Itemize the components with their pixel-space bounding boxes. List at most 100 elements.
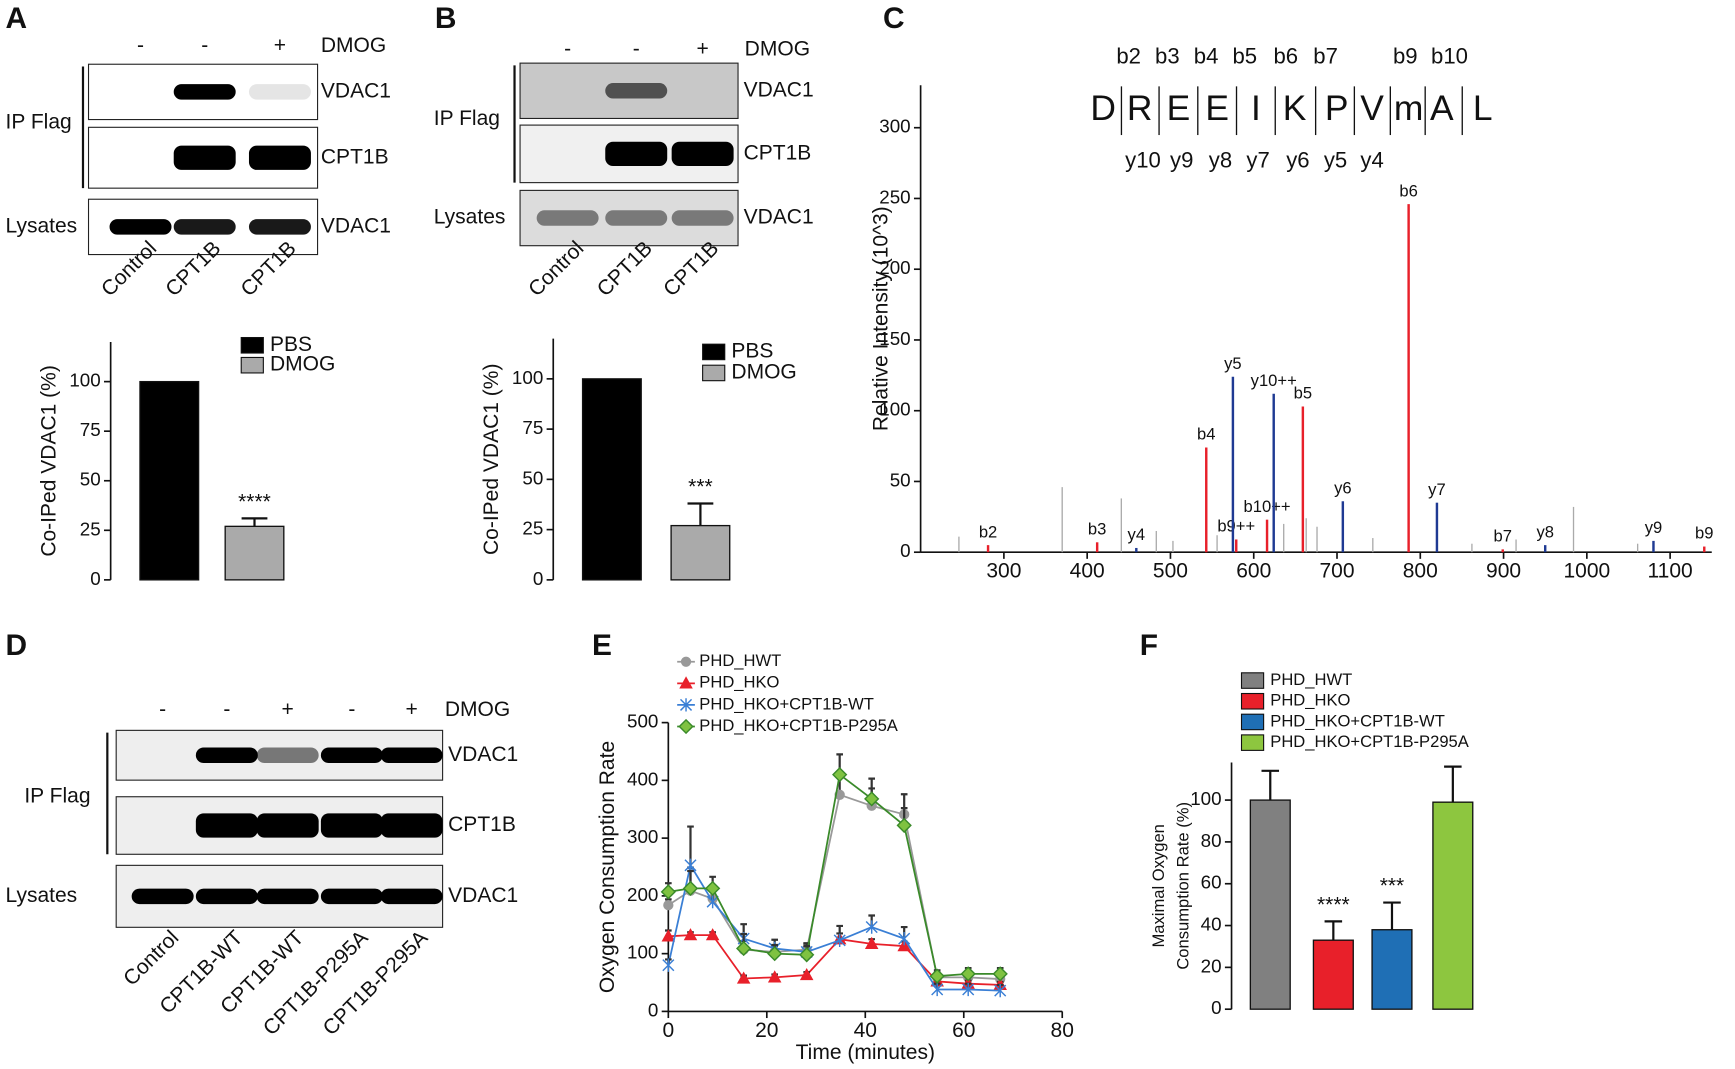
x-tick-label: 1100 (1648, 560, 1693, 583)
legend-marker (678, 718, 694, 735)
b-ion-label: b10 (1431, 43, 1468, 68)
x-tick-label: 800 (1403, 560, 1438, 583)
x-tick-label: 20 (755, 1019, 778, 1042)
marker (865, 920, 878, 934)
group-label: IP Flag (434, 107, 500, 130)
peak-label: b6 (1399, 181, 1417, 200)
marker (683, 928, 698, 941)
blot-row-label: VDAC1 (321, 79, 391, 102)
lysate-label: Lysates (434, 206, 506, 229)
legend-label: PHD_HWT (1270, 670, 1352, 689)
group-label: IP Flag (6, 110, 72, 133)
blot-row-label: VDAC1 (448, 884, 518, 907)
b-ion-label: b9 (1393, 43, 1418, 68)
error-bar (1261, 769, 1280, 801)
peak-label: b9 (1695, 524, 1713, 543)
b-ion-label: b7 (1313, 43, 1338, 68)
treatment-label: DMOG (445, 698, 510, 721)
treatment-label: DMOG (745, 37, 810, 60)
residue: L (1473, 88, 1493, 128)
marker (705, 928, 720, 941)
legend-label: PHD_HKO+CPT1B-P295A (699, 716, 898, 735)
legend-label: PBS (270, 333, 312, 356)
residue: D (1090, 88, 1116, 128)
blot-band (671, 141, 734, 167)
x-tick-label: 60 (952, 1019, 975, 1042)
legend-label: PBS (731, 339, 773, 362)
x-tick-label: 80 (1051, 1019, 1074, 1042)
legend-swatch (702, 364, 726, 382)
marker (767, 945, 783, 962)
residue: I (1251, 88, 1261, 128)
blot-band (256, 888, 319, 905)
blot-band (248, 84, 311, 100)
y-ion-label: y7 (1246, 147, 1269, 172)
y-tick-label: 0 (90, 568, 100, 589)
residue: m (1394, 88, 1423, 128)
treatment-sign: - (223, 698, 230, 721)
marker (704, 880, 721, 897)
lysate-label: Lysates (6, 214, 78, 237)
peak-label: b7 (1494, 527, 1512, 546)
b-ion-label: b4 (1194, 43, 1219, 68)
legend-swatch (702, 343, 726, 361)
y-ion-label: y5 (1324, 147, 1347, 172)
y-tick-label: 250 (879, 186, 910, 207)
treatment-sign: - (137, 34, 144, 57)
legend-label: PHD_HKO (1270, 691, 1350, 710)
legend-swatch (1240, 713, 1265, 731)
blot-band (380, 813, 443, 838)
legend-swatch (240, 356, 264, 374)
peak-label: y8 (1536, 522, 1554, 541)
blot-band (605, 141, 668, 167)
blot-band (320, 888, 383, 905)
y-tick-label: 400 (627, 768, 658, 789)
y-tick-label: 300 (879, 116, 910, 137)
blot-band (173, 84, 236, 100)
y-tick-label: 100 (627, 942, 658, 963)
blot-band (256, 747, 319, 763)
error-bar (687, 502, 714, 526)
error-bar (1383, 901, 1401, 930)
x-tick-label: 1000 (1563, 560, 1610, 583)
bar (1312, 939, 1354, 1010)
y-tick-label: 0 (648, 999, 658, 1020)
y-tick-label: 100 (1190, 788, 1221, 809)
residue: E (1167, 88, 1191, 128)
bar (1371, 929, 1413, 1010)
bar (224, 525, 285, 581)
treatment-sign: + (696, 37, 708, 60)
blot-row-label: CPT1B (448, 813, 516, 836)
marker (682, 880, 699, 897)
x-tick-label: 500 (1153, 560, 1188, 583)
marker (929, 968, 945, 984)
y-tick-label: 500 (627, 711, 658, 732)
blot-band (320, 813, 383, 838)
blot-row-label: CPT1B (321, 145, 389, 168)
blot-band (131, 888, 194, 905)
legend-swatch (1240, 734, 1265, 751)
marker (897, 939, 911, 952)
residue: E (1205, 88, 1229, 128)
y-tick-label: 40 (1201, 914, 1222, 935)
peak-label: y10++ (1251, 371, 1297, 390)
peak-label: b2 (979, 522, 997, 541)
bar (1432, 801, 1474, 1010)
marker (684, 858, 697, 872)
x-tick-label: 300 (986, 560, 1021, 583)
legend-swatch (1240, 692, 1265, 710)
treatment-sign: - (564, 37, 571, 60)
y-ion-label: y8 (1209, 147, 1232, 172)
legend-marker (679, 698, 693, 712)
bar (1249, 799, 1291, 1010)
treatment-sign: - (159, 698, 166, 721)
marker (736, 940, 752, 957)
lane-label: CPT1B-P295A (319, 926, 433, 1040)
x-tick-label: 700 (1319, 560, 1354, 583)
x-tick-label: 600 (1236, 560, 1271, 583)
lysate-label: Lysates (6, 884, 78, 907)
blot-band (248, 219, 311, 235)
y-axis-label: Oxygen Consumption Rate (596, 741, 619, 993)
legend-label: PHD_HKO+CPT1B-P295A (1270, 732, 1469, 751)
blot-band (195, 813, 258, 838)
